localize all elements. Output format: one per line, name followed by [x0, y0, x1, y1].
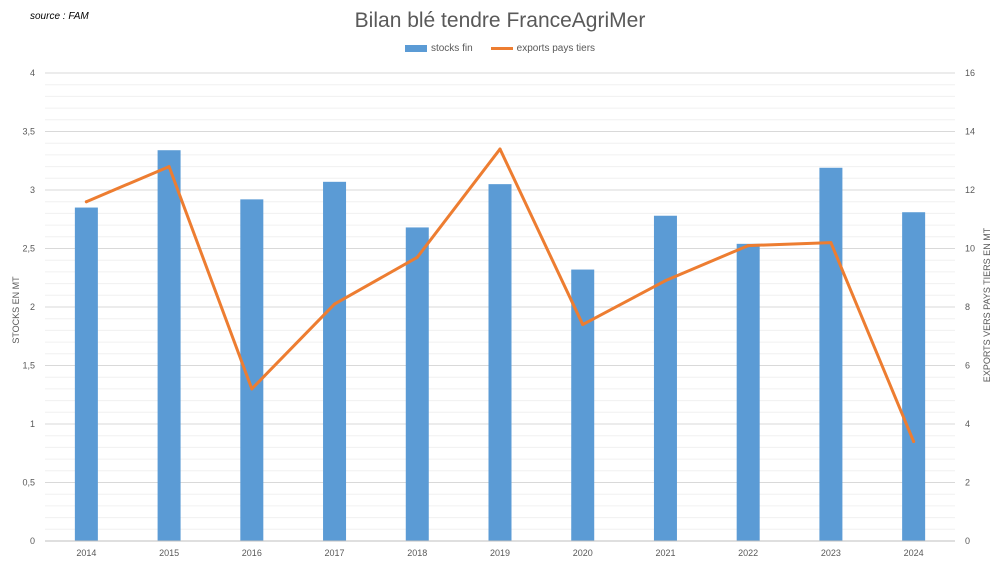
x-tick-label: 2024 — [904, 548, 924, 558]
y2-tick-label: 4 — [965, 419, 970, 429]
point-exports-pays-tiers — [829, 241, 833, 245]
point-exports-pays-tiers — [498, 147, 502, 151]
y-tick-label: 3 — [30, 185, 35, 195]
x-tick-label: 2018 — [407, 548, 427, 558]
bar-stocks-fin — [405, 227, 429, 541]
y2-tick-label: 0 — [965, 536, 970, 546]
x-tick-label: 2016 — [242, 548, 262, 558]
point-exports-pays-tiers — [912, 440, 916, 444]
y2-tick-label: 2 — [965, 478, 970, 488]
point-exports-pays-tiers — [84, 200, 88, 204]
point-exports-pays-tiers — [415, 255, 419, 259]
source-note: source : FAM — [30, 11, 89, 22]
bar-stocks-fin — [323, 181, 347, 541]
y-tick-label: 0 — [30, 536, 35, 546]
legend-label-stocks: stocks fin — [430, 43, 473, 54]
legend-item-exports: exports pays tiers — [490, 43, 596, 54]
x-tick-label: 2014 — [76, 548, 96, 558]
x-tick-label: 2019 — [490, 548, 510, 558]
y-tick-label: 1 — [30, 419, 35, 429]
bar-stocks-fin — [157, 150, 181, 541]
y-axis-title-left: STOCKS EN MT — [11, 276, 21, 344]
y-tick-label: 4 — [30, 68, 35, 78]
y-tick-label: 3,5 — [22, 127, 35, 137]
y-tick-label: 2,5 — [22, 244, 35, 254]
bar-stocks-fin — [74, 207, 98, 542]
bar-stocks-fin — [653, 215, 677, 542]
point-exports-pays-tiers — [333, 302, 337, 306]
y-axis-title-right: EXPORTS VERS PAYS TIERS EN MT — [982, 227, 992, 383]
x-tick-label: 2015 — [159, 548, 179, 558]
y2-tick-label: 6 — [965, 361, 970, 371]
y2-tick-label: 16 — [965, 68, 975, 78]
bar-stocks-fin — [240, 199, 264, 542]
x-tick-label: 2017 — [325, 548, 345, 558]
point-exports-pays-tiers — [167, 165, 171, 169]
point-exports-pays-tiers — [663, 279, 667, 283]
y-tick-label: 2 — [30, 302, 35, 312]
x-tick-label: 2022 — [738, 548, 758, 558]
chart-title: Bilan blé tendre FranceAgriMer — [354, 9, 646, 32]
point-exports-pays-tiers — [746, 244, 750, 248]
x-tick-label: 2021 — [655, 548, 675, 558]
legend-label-exports: exports pays tiers — [516, 43, 596, 54]
y2-tick-label: 8 — [965, 302, 970, 312]
y2-tick-label: 10 — [965, 244, 975, 254]
y-tick-label: 0,5 — [22, 478, 35, 488]
legend-swatch-line — [490, 47, 513, 50]
bar-stocks-fin — [488, 184, 512, 541]
y-tick-label: 1,5 — [22, 361, 35, 371]
point-exports-pays-tiers — [250, 387, 254, 391]
bar-stocks-fin — [902, 212, 926, 542]
legend-swatch-bar — [404, 45, 427, 52]
legend-item-stocks: stocks fin — [404, 43, 473, 54]
bar-stocks-fin — [819, 167, 843, 541]
x-tick-label: 2023 — [821, 548, 841, 558]
y2-tick-label: 12 — [965, 185, 975, 195]
bar-stocks-fin — [736, 243, 760, 541]
point-exports-pays-tiers — [581, 323, 585, 327]
chart-legend: stocks fin exports pays tiers — [0, 43, 1000, 54]
bar-stocks-fin — [571, 269, 595, 541]
y2-tick-label: 14 — [965, 127, 975, 137]
x-tick-label: 2020 — [573, 548, 593, 558]
